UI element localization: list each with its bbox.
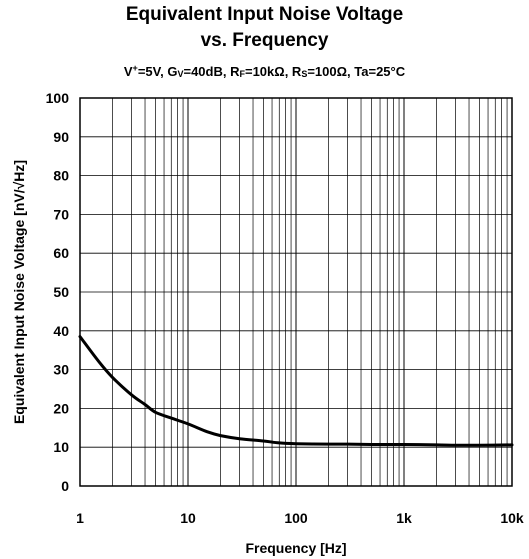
y-tick-label: 0 — [61, 478, 69, 494]
grid — [79, 97, 512, 487]
chart-title-line1: Equivalent Input Noise Voltage — [125, 4, 404, 25]
y-tick-label: 50 — [53, 284, 69, 300]
y-axis-label: Equivalent Input Noise Voltage [nV/√Hz] — [11, 160, 27, 424]
cond-rs-sub: S — [301, 69, 308, 79]
y-tick-label: 10 — [53, 439, 69, 455]
y-tick-label: 80 — [53, 168, 69, 184]
y-tick-label: 30 — [53, 362, 69, 378]
cond-rs-value: =100Ω, — [307, 64, 355, 79]
y-tick-label: 60 — [53, 245, 69, 261]
noise-curve — [78, 335, 514, 447]
chart-conditions: V+=5V, GV=40dB, RF=10kΩ, RS=100Ω, Ta=25°… — [0, 64, 529, 80]
cond-rf-label: R — [230, 64, 240, 79]
cond-ta: Ta=25°C — [354, 64, 406, 79]
x-tick-label: 1 — [76, 510, 84, 526]
x-tick-label: 10k — [500, 510, 524, 526]
y-tick-label: 100 — [46, 90, 70, 106]
x-tick-label: 10 — [180, 510, 196, 526]
cond-g-sub: V — [177, 69, 184, 79]
cond-rf-sub: F — [239, 69, 245, 79]
cond-v-label: V — [123, 64, 133, 79]
x-tick-label: 100 — [284, 510, 308, 526]
cond-v-value: =5V, — [137, 64, 168, 79]
cond-rf-value: =10kΩ, — [244, 64, 292, 79]
noise-curve-group — [78, 335, 514, 447]
plot-frame — [79, 97, 513, 487]
y-tick-label: 70 — [53, 206, 69, 222]
y-tick-label: 90 — [53, 129, 69, 145]
cond-g-label: G — [167, 64, 178, 79]
cond-g-value: =40dB, — [183, 64, 231, 79]
cond-rs-label: R — [291, 64, 302, 79]
y-tick-label: 40 — [53, 323, 69, 339]
chart-title-line2: vs. Frequency — [200, 30, 329, 51]
x-tick-label: 1k — [396, 510, 412, 526]
y-tick-label: 20 — [53, 400, 69, 416]
y-tick-labels: 0 10 20 30 40 50 60 70 80 90 100 — [46, 90, 70, 494]
x-axis-label: Frequency [Hz] — [245, 540, 346, 556]
cond-v-sup: + — [132, 63, 138, 73]
x-tick-labels: 1 10 100 1k 10k — [76, 510, 524, 526]
